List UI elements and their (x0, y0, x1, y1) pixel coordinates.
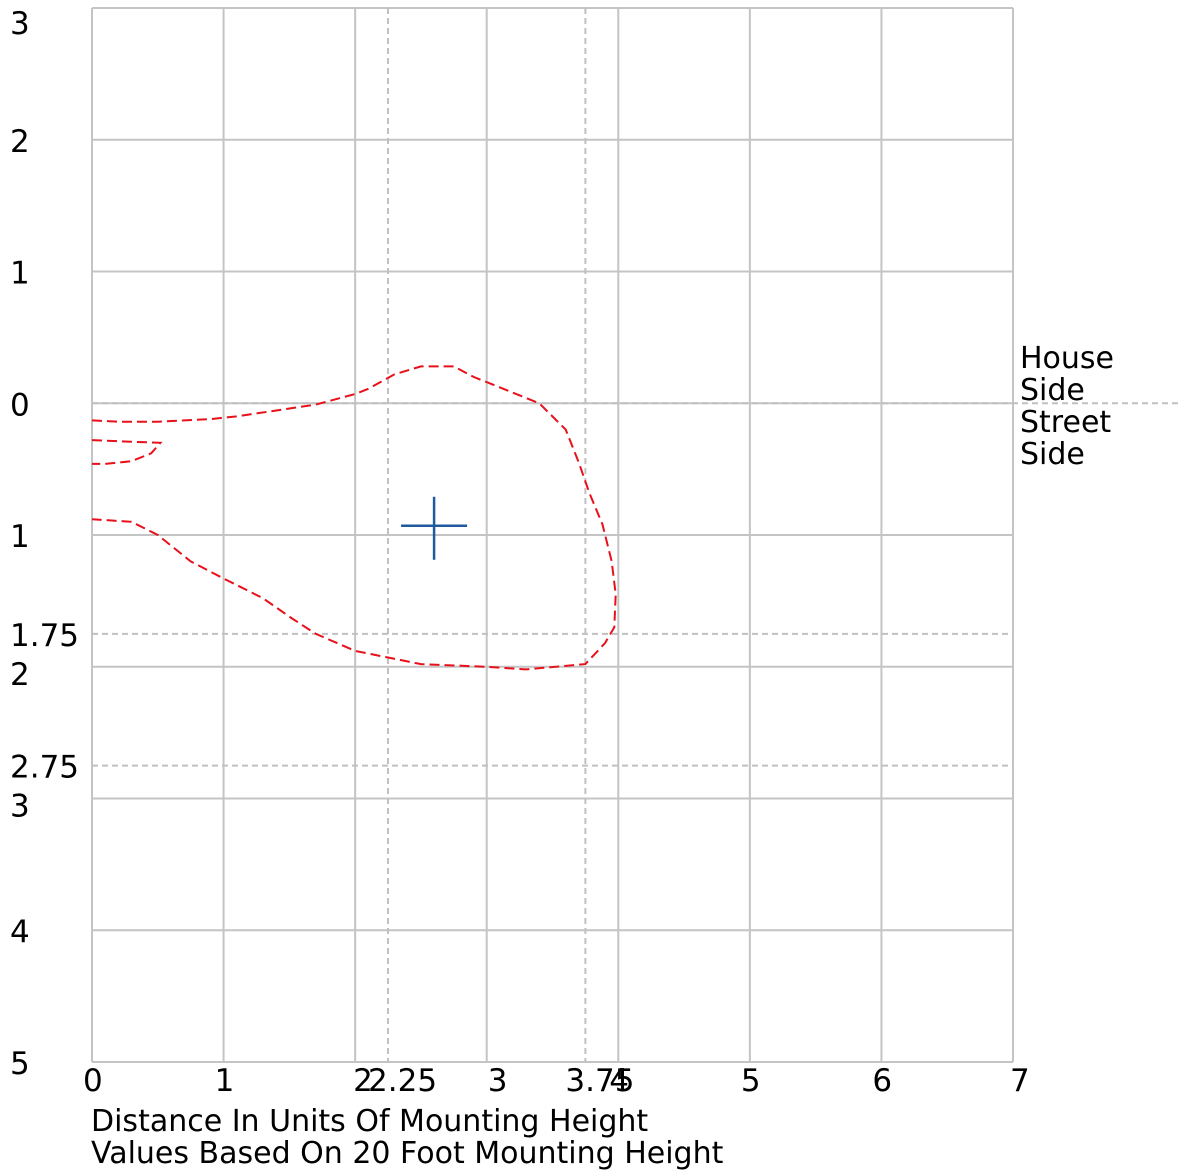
house-side-label-line2: Side (1020, 373, 1085, 408)
x-tick-label-0: 0 (83, 1063, 103, 1099)
x-tick-label-3: 2.25 (368, 1063, 437, 1099)
y-tick-label-3: 0 (10, 387, 30, 423)
x-tick-label-7: 5 (741, 1063, 761, 1099)
x-tick-label-1: 1 (215, 1063, 235, 1099)
y-tick-label-10: 5 (10, 1046, 30, 1082)
x-axis-title: Distance In Units Of Mounting Height (91, 1104, 648, 1139)
mounting-height-note: Values Based On 20 Foot Mounting Height (91, 1136, 724, 1171)
x-tick-label-4: 3 (488, 1063, 508, 1099)
dashed-reference-lines (92, 8, 1181, 1062)
plot-series (91, 365, 617, 671)
y-tick-label-0: 3 (10, 6, 30, 42)
luminaire-marker (401, 496, 468, 560)
x-tick-label-9: 7 (1010, 1063, 1030, 1099)
y-tick-label-7: 2.75 (10, 750, 79, 786)
y-tick-label-5: 1.75 (10, 618, 79, 654)
street-side-label-line1: Street (1020, 405, 1111, 440)
y-tick-label-4: 1 (10, 519, 30, 555)
x-tick-label-2: 2 (353, 1063, 373, 1099)
side-labels: House Side Street Side (1020, 341, 1114, 472)
series-curve-1 (91, 439, 163, 465)
y-tick-label-9: 4 (10, 914, 30, 950)
series-curve-0 (91, 365, 617, 671)
x-tick-label-5: 3.75 (565, 1063, 634, 1099)
x-tick-labels: 0 1 22.25 3 3.754 5 6 7 (83, 1063, 1030, 1099)
y-tick-label-2: 1 (10, 256, 30, 292)
x-tick-label-6: 4 (609, 1063, 629, 1099)
y-tick-label-6: 2 (10, 657, 30, 693)
house-side-label-line1: House (1020, 341, 1114, 376)
street-side-label-line2: Side (1020, 437, 1085, 472)
y-tick-label-8: 3 (10, 789, 30, 825)
x-tick-label-8: 6 (872, 1063, 892, 1099)
y-tick-label-1: 2 (10, 124, 30, 160)
